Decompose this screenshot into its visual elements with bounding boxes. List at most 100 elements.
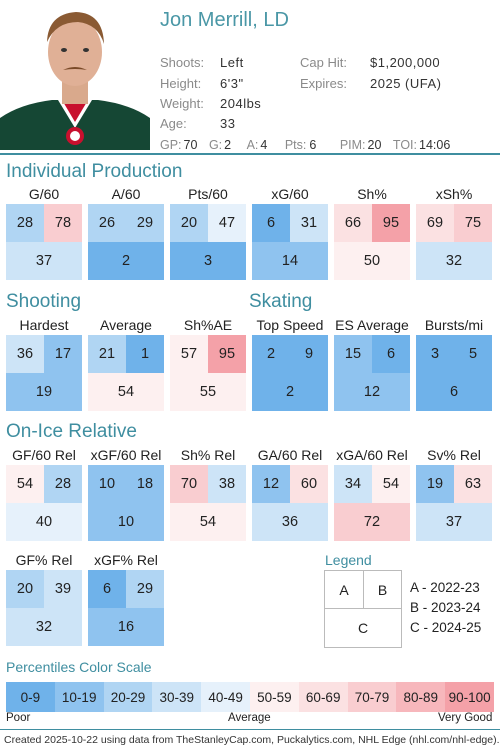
percentile-cell-a: 66 <box>334 204 372 242</box>
percentile-cell-b: 17 <box>44 335 82 373</box>
percentile-cell-b: 18 <box>126 465 164 503</box>
metric-title-pts60: Pts/60 <box>188 186 228 202</box>
metric-box-shrel: 70 38 54 <box>170 465 246 541</box>
metric-box-gf60rel: 54 28 40 <box>6 465 82 541</box>
percentile-cell-a: 54 <box>6 465 44 503</box>
percentile-cell-c: 72 <box>334 503 410 541</box>
metric-box-shp: 66 95 50 <box>334 204 410 280</box>
percentile-cell-a: 20 <box>6 570 44 608</box>
percentile-cell-b: 39 <box>44 570 82 608</box>
player-name: Jon Merrill, LD <box>160 9 289 31</box>
g-value: 2 <box>224 138 232 152</box>
metric-box-hardest: 36 17 19 <box>6 335 82 411</box>
percentile-cell-c: 54 <box>170 503 246 541</box>
metric-box-g60: 28 78 37 <box>6 204 82 280</box>
scale-bin: 40-49 <box>201 682 250 712</box>
percentile-cell-b: 31 <box>290 204 328 242</box>
legend-cell-a: A <box>325 571 364 609</box>
scale-very-good-label: Very Good <box>438 712 493 724</box>
height-value: 6'3" <box>220 76 244 91</box>
legend-c-text: C - 2024-25 <box>410 620 482 635</box>
metric-title-topspeed: Top Speed <box>256 317 324 333</box>
metric-title-g60: G/60 <box>28 186 60 202</box>
percentile-cell-a: 12 <box>252 465 290 503</box>
percentile-cell-c: 37 <box>6 242 82 280</box>
metric-box-gfprel: 20 39 32 <box>6 570 82 646</box>
legend-title: Legend <box>325 552 372 568</box>
percentile-cell-a: 15 <box>334 335 372 373</box>
metric-box-xgf60rel: 10 18 10 <box>88 465 164 541</box>
legend-diagram: A B C <box>324 570 402 648</box>
metric-title-xshp: xSh% <box>435 186 473 202</box>
percentile-cell-b: 28 <box>44 465 82 503</box>
percentile-cell-b: 38 <box>208 465 246 503</box>
percentile-cell-c: 12 <box>334 373 410 411</box>
percentile-cell-c: 36 <box>252 503 328 541</box>
scale-poor-label: Poor <box>6 712 31 724</box>
metric-title-shrel: Sh% Rel <box>180 447 236 463</box>
scale-bin: 70-79 <box>347 682 397 712</box>
pts-label: Pts: <box>284 138 307 152</box>
gp-label: GP: <box>160 138 182 152</box>
scale-bin: 10-19 <box>54 682 104 712</box>
percentile-cell-b: 63 <box>454 465 492 503</box>
percentile-cell-a: 36 <box>6 335 44 373</box>
legend-cell-b: B <box>364 571 401 609</box>
metric-title-shp: Sh% <box>357 186 387 202</box>
percentile-cell-a: 34 <box>334 465 372 503</box>
metric-title-a60: A/60 <box>111 186 141 202</box>
metric-title-bursts: Bursts/mi <box>424 317 484 333</box>
percentile-cell-b: 6 <box>372 335 410 373</box>
metric-title-svrel: Sv% Rel <box>427 447 481 463</box>
percentile-cell-a: 2 <box>252 335 290 373</box>
metric-box-pts60: 20 47 3 <box>170 204 246 280</box>
height-label: Height: <box>160 76 202 91</box>
percentile-cell-b: 60 <box>290 465 328 503</box>
metric-box-a60: 26 29 2 <box>88 204 164 280</box>
percentile-cell-c: 14 <box>252 242 328 280</box>
percentile-cell-c: 16 <box>88 608 164 646</box>
metric-box-esavg: 15 6 12 <box>334 335 410 411</box>
percentile-cell-a: 69 <box>416 204 454 242</box>
percentile-cell-c: 32 <box>6 608 82 646</box>
percentile-cell-c: 3 <box>170 242 246 280</box>
player-headshot <box>0 0 150 150</box>
gp-value: 70 <box>183 138 198 152</box>
metric-box-svrel: 19 63 37 <box>416 465 492 541</box>
metric-title-shpae: Sh%AE <box>183 317 233 333</box>
percentile-cell-c: 2 <box>88 242 164 280</box>
age-value: 33 <box>220 116 236 131</box>
metric-title-gf60rel: GF/60 Rel <box>12 447 76 463</box>
pts-value: 6 <box>309 138 317 152</box>
footer-divider <box>0 729 500 730</box>
percentile-cell-c: 2 <box>252 373 328 411</box>
percentile-cell-c: 6 <box>416 373 492 411</box>
legend-b-text: B - 2023-24 <box>410 600 481 615</box>
season-statline: GP: 70 G: 2 A: 4 Pts: 6 PIM: 20 TOI: 14:06 <box>160 138 450 152</box>
pim-value: 20 <box>367 138 382 152</box>
section-title-production: Individual Production <box>6 161 183 182</box>
metric-box-xgfprel: 6 29 16 <box>88 570 164 646</box>
percentile-cell-a: 6 <box>88 570 126 608</box>
metric-title-gfprel: GF% Rel <box>15 552 73 568</box>
cap-hit-value: $1,200,000 <box>370 55 441 70</box>
percentile-cell-b: 95 <box>372 204 410 242</box>
weight-value: 204lbs <box>220 96 262 111</box>
percentile-cell-b: 54 <box>372 465 410 503</box>
percentile-cell-b: 29 <box>126 570 164 608</box>
percentile-cell-a: 28 <box>6 204 44 242</box>
percentile-cell-b: 75 <box>454 204 492 242</box>
percentile-cell-a: 10 <box>88 465 126 503</box>
metric-title-xga60rel: xGA/60 Rel <box>336 447 408 463</box>
percentile-cell-b: 1 <box>126 335 164 373</box>
toi-label: TOI: <box>392 138 417 152</box>
shoots-value: Left <box>220 55 244 70</box>
a-value: 4 <box>260 138 268 152</box>
section-title-skating: Skating <box>249 291 313 312</box>
metric-title-ga60rel: GA/60 Rel <box>257 447 323 463</box>
metric-box-xshp: 69 75 32 <box>416 204 492 280</box>
scale-bin: 0-9 <box>6 682 55 712</box>
metric-title-esavg: ES Average <box>335 317 409 333</box>
shoots-label: Shoots: <box>160 55 205 70</box>
